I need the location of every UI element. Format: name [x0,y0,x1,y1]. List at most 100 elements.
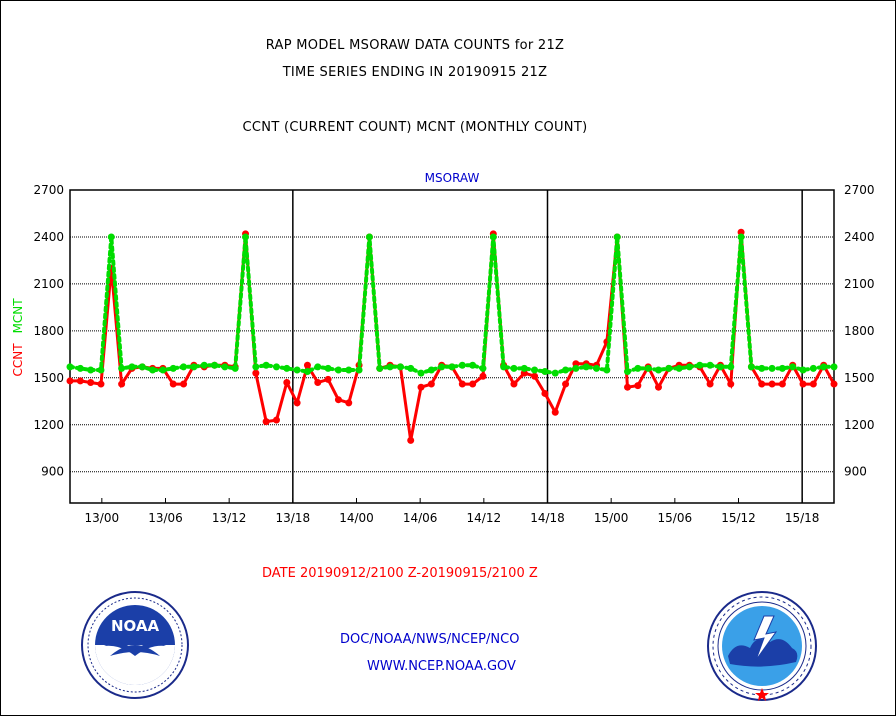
data-point-mcnt [541,368,549,376]
data-point-mcnt [221,363,229,371]
data-point-mcnt [211,361,219,369]
data-point-mcnt [830,363,838,371]
data-point-mcnt [180,363,188,371]
data-point-ccnt [76,377,84,385]
x-tick-label: 13/06 [148,511,183,525]
data-point-mcnt [138,363,146,371]
data-point-mcnt [272,363,280,371]
y-tick-label-left: 2400 [33,230,64,244]
x-tick-label: 15/00 [594,511,629,525]
data-point-ccnt [541,389,549,397]
data-point-mcnt [809,364,817,372]
data-point-mcnt [500,363,508,371]
y-tick-label-right: 1500 [844,371,875,385]
data-point-mcnt [242,233,250,241]
data-point-mcnt [334,366,342,374]
data-point-ccnt [809,380,817,388]
y-axis-label-ccnt: CCNT [11,343,25,377]
data-point-ccnt [283,378,291,386]
data-point-mcnt [603,366,611,374]
data-point-mcnt [448,363,456,371]
data-point-mcnt [613,233,621,241]
data-point-mcnt [489,233,497,241]
data-point-ccnt [768,380,776,388]
data-point-mcnt [706,361,714,369]
data-point-mcnt [799,366,807,374]
data-point-ccnt [87,378,95,386]
data-point-mcnt [789,363,797,371]
data-point-mcnt [386,363,394,371]
x-tick-label: 15/06 [658,511,693,525]
data-point-mcnt [159,366,167,374]
x-tick-label: 14/00 [339,511,374,525]
data-point-ccnt [66,377,74,385]
y-axis-label-mcnt: MCNT [11,298,25,334]
chart-title-line1: RAP MODEL MSORAW DATA COUNTS for 21Z [265,38,565,53]
data-point-mcnt [747,363,755,371]
data-point-mcnt [303,368,311,376]
data-point-mcnt [520,364,528,372]
data-point-mcnt [200,361,208,369]
x-tick-label: 13/18 [276,511,311,525]
data-point-mcnt [778,364,786,372]
data-point-ccnt [562,380,570,388]
x-tick-label: 15/18 [785,511,820,525]
y-tick-label-right: 1200 [844,418,875,432]
data-point-ccnt [830,380,838,388]
data-point-ccnt [510,380,518,388]
data-point-mcnt [324,364,332,372]
x-tick-label: 13/00 [85,511,120,525]
data-point-ccnt [262,418,270,426]
data-point-mcnt [407,364,415,372]
data-point-ccnt [458,380,466,388]
date-range-label: DATE 20190912/2100 Z-20190915/2100 Z [262,566,538,581]
chart-title-line2: TIME SERIES ENDING IN 20190915 21Z [282,65,548,80]
data-point-ccnt [407,436,415,444]
data-point-ccnt [427,380,435,388]
data-point-mcnt [252,363,260,371]
data-point-mcnt [231,364,239,372]
data-point-mcnt [654,366,662,374]
y-tick-label-right: 2700 [844,183,875,197]
data-point-mcnt [696,361,704,369]
chart-subtitle: CCNT (CURRENT COUNT) MCNT (MONTHLY COUNT… [242,120,588,135]
data-point-mcnt [128,363,136,371]
data-point-mcnt [314,363,322,371]
data-point-ccnt [531,372,539,380]
data-point-mcnt [107,233,115,241]
data-point-ccnt [303,361,311,369]
y-tick-label-left: 1800 [33,324,64,338]
data-point-mcnt [262,361,270,369]
data-point-mcnt [97,366,105,374]
data-point-mcnt [758,364,766,372]
data-point-mcnt [644,364,652,372]
data-point-mcnt [458,361,466,369]
data-point-mcnt [190,363,198,371]
data-point-ccnt [293,399,301,407]
data-point-mcnt [345,366,353,374]
data-point-ccnt [727,380,735,388]
data-point-ccnt [634,382,642,390]
data-point-mcnt [634,364,642,372]
data-point-mcnt [169,364,177,372]
y-tick-label-right: 2400 [844,230,875,244]
data-point-mcnt [438,363,446,371]
data-point-ccnt [624,383,632,391]
data-point-mcnt [293,366,301,374]
data-point-mcnt [685,363,693,371]
data-point-mcnt [417,369,425,377]
time-series-chart: 2700 2700 2400 2400 2100 2100 1800 1800 1500 1500… [11,171,875,525]
data-point-mcnt [396,363,404,371]
data-point-mcnt [76,364,84,372]
data-point-ccnt [345,399,353,407]
data-point-ccnt [180,380,188,388]
y-tick-label-left: 2700 [33,183,64,197]
data-point-mcnt [716,363,724,371]
x-tick-label: 14/06 [403,511,438,525]
x-tick-label: 15/12 [721,511,756,525]
data-point-mcnt [624,368,632,376]
data-point-mcnt [427,366,435,374]
y-tick-label-left: 2100 [33,277,64,291]
data-point-ccnt [314,378,322,386]
data-point-mcnt [593,364,601,372]
